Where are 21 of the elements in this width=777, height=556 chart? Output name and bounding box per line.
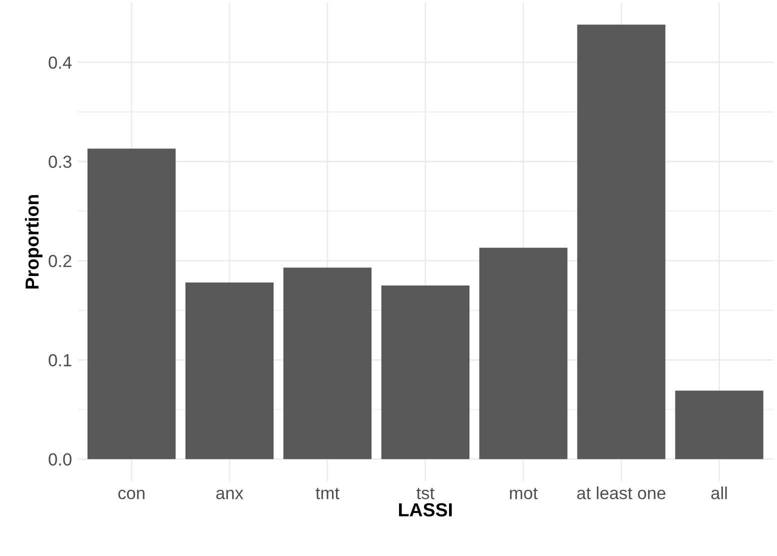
x-axis-title: LASSI [399, 503, 452, 516]
x-tick-label: anx [216, 490, 244, 500]
bar [675, 390, 764, 460]
y-tick-label: 0.0 [48, 453, 72, 466]
bar [381, 286, 470, 460]
bar [283, 268, 372, 460]
bar [87, 148, 176, 460]
bar [577, 24, 666, 460]
bar [185, 282, 274, 460]
x-tick-label: at least one [577, 486, 666, 500]
y-tick-label: 0.3 [48, 156, 72, 168]
x-tick-label: all [711, 486, 727, 500]
x-tick-label: con [118, 490, 144, 500]
x-tick-label: mot [510, 488, 538, 500]
y-axis-title: Proportion [24, 195, 42, 289]
y-tick-label: 0.1 [48, 354, 72, 366]
y-tick-label: 0.2 [48, 254, 72, 268]
y-tick-label: 0.4 [48, 56, 72, 69]
x-tick-label: tmt [316, 488, 340, 500]
bar [479, 248, 568, 460]
x-tick-label: tst [416, 488, 434, 500]
